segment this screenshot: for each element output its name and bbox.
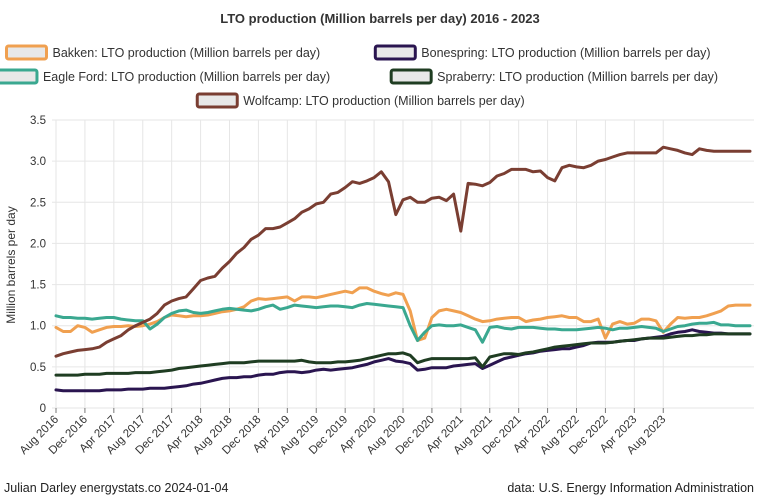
y-axis-ticks: 0 0.5 1.0 1.5 2.0 2.5 3.0 3.5 [30, 115, 46, 415]
legend-label: Spraberry: LTO production (Million barre… [437, 70, 718, 84]
legend-label: Bonespring: LTO production (Million barr… [421, 46, 710, 60]
credit-text: Julian Darley energystats.co 2024-01-04 [4, 481, 229, 495]
source-text: data: U.S. Energy Information Administra… [507, 481, 754, 495]
legend-swatch [195, 92, 239, 109]
legend-item-1[interactable]: Bonespring: LTO production (Million barr… [373, 44, 711, 61]
y-axis-label: Million barrels per day [4, 206, 18, 323]
legend-label: Bakken: LTO production (Million barrels … [53, 46, 321, 60]
series-line-2 [54, 302, 752, 344]
legend-item-0[interactable]: Bakken: LTO production (Million barrels … [5, 44, 321, 61]
legend-swatch [389, 68, 433, 85]
y-tick-label: 0 [40, 403, 46, 415]
y-tick-label: 2.5 [30, 197, 46, 209]
legend-swatch [5, 44, 48, 61]
chart-title: LTO production (Million barrels per day)… [220, 11, 540, 26]
y-tick-label: 3.0 [30, 156, 46, 168]
legend-swatch [0, 68, 39, 85]
y-tick-label: 3.5 [30, 115, 46, 127]
series-line-3 [54, 332, 752, 377]
legend-label: Wolfcamp: LTO production (Million barrel… [243, 94, 524, 108]
series-lines [54, 145, 752, 393]
legend-item-4[interactable]: Wolfcamp: LTO production (Million barrel… [195, 92, 525, 109]
y-tick-label: 0.5 [30, 362, 46, 374]
legend-item-3[interactable]: Spraberry: LTO production (Million barre… [389, 68, 718, 85]
y-tick-label: 1.0 [30, 321, 46, 333]
legend-swatch [373, 44, 417, 61]
legend-label: Eagle Ford: LTO production (Million barr… [43, 70, 330, 84]
legend-item-2[interactable]: Eagle Ford: LTO production (Million barr… [0, 68, 330, 85]
chart-legend: Bakken: LTO production (Million barrels … [0, 44, 718, 109]
y-tick-label: 1.5 [30, 280, 46, 292]
series-line-4 [54, 145, 752, 358]
y-tick-label: 2.0 [30, 238, 46, 250]
grid-lines [52, 119, 754, 409]
